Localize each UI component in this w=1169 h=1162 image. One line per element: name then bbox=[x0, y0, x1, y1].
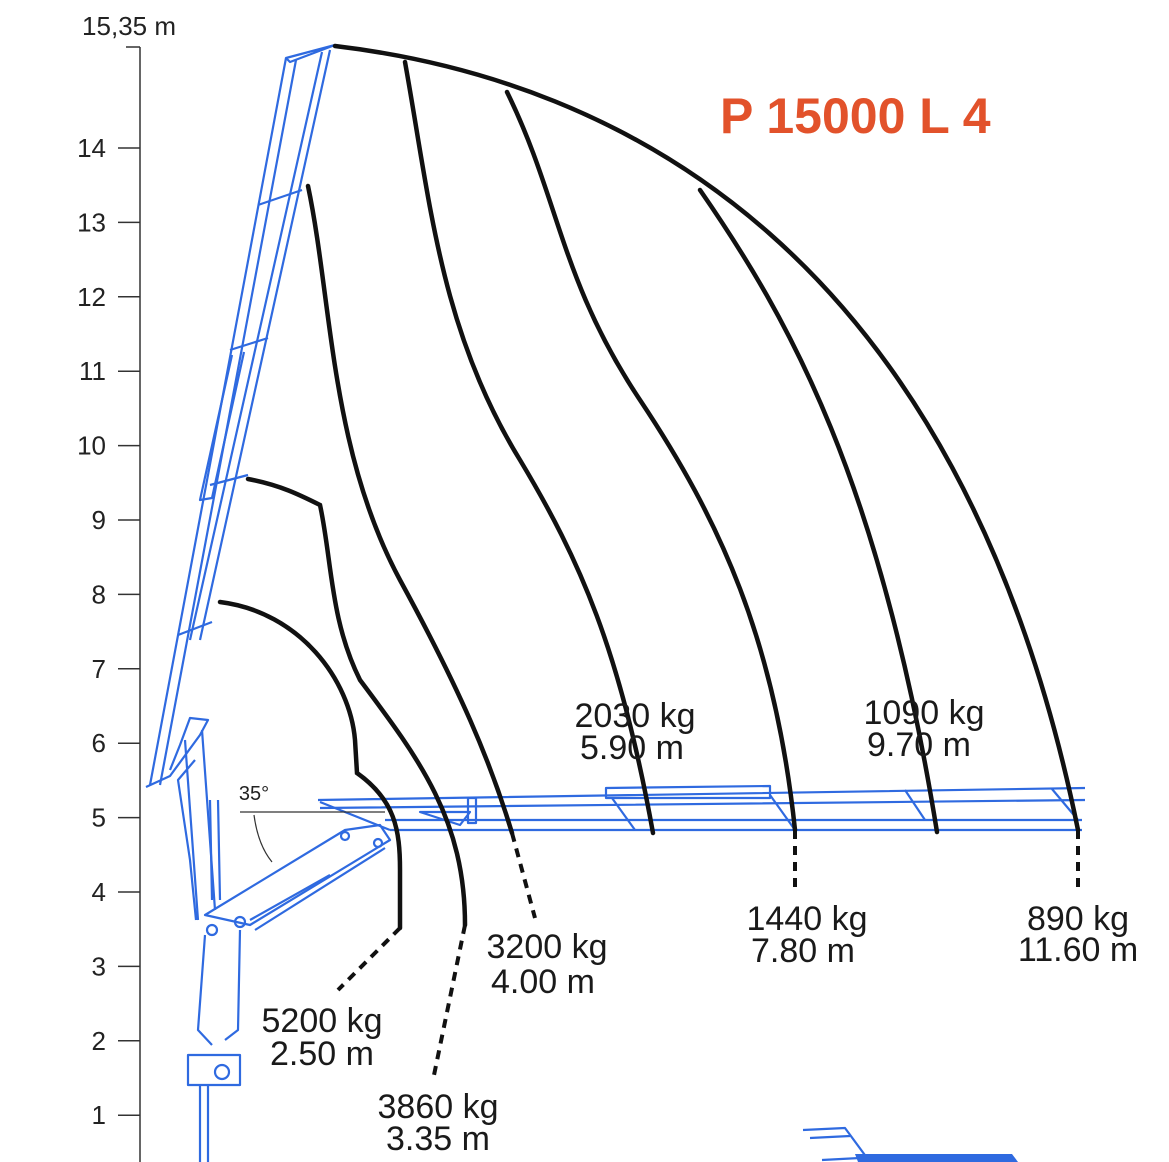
curve-5200kg-dash bbox=[336, 926, 402, 992]
curve-5200kg bbox=[217, 599, 403, 931]
height-axis: 15,35 m 14 13 12 11 10 9 8 7 6 5 4 3 2 1 bbox=[77, 11, 176, 1162]
axis-tick-label: 9 bbox=[92, 505, 106, 535]
load-reach: 11.60 m bbox=[1018, 931, 1138, 969]
load-reach: 3.35 m bbox=[386, 1120, 490, 1158]
axis-tick-label: 2 bbox=[92, 1026, 106, 1056]
curve-1440kg bbox=[504, 89, 798, 833]
load-weight: 1090 kg bbox=[864, 694, 985, 732]
axis-tick-label: 6 bbox=[92, 728, 106, 758]
curve-2030kg bbox=[402, 59, 656, 836]
curve-3200kg-dash bbox=[510, 832, 537, 919]
load-reach: 2.50 m bbox=[270, 1035, 374, 1073]
load-reach: 4.00 m bbox=[491, 963, 595, 1001]
axis-tick-label: 4 bbox=[92, 877, 106, 907]
axis-tick-label: 14 bbox=[77, 133, 106, 163]
axis-tick-label: 11 bbox=[79, 356, 106, 386]
model-title: P 15000 L 4 bbox=[720, 88, 991, 144]
load-weight: 3860 kg bbox=[378, 1088, 499, 1126]
axis-tick-label: 13 bbox=[77, 207, 106, 237]
envelope-curve bbox=[332, 43, 1081, 833]
load-labels: 5200 kg 2.50 m 3860 kg 3.35 m 3200 kg 4.… bbox=[262, 694, 1139, 1158]
curve-3200kg bbox=[305, 183, 515, 836]
axis-tick-label: 10 bbox=[77, 431, 106, 461]
load-reach: 5.90 m bbox=[580, 729, 684, 767]
load-weight: 890 kg bbox=[1027, 900, 1129, 938]
load-reach: 7.80 m bbox=[751, 932, 855, 970]
load-reach: 9.70 m bbox=[867, 726, 971, 764]
axis-tick-label: 8 bbox=[92, 579, 106, 609]
axis-tick-label: 3 bbox=[92, 951, 106, 981]
axis-tick-label: 1 bbox=[92, 1100, 106, 1130]
axis-tick-label: 12 bbox=[77, 282, 106, 312]
load-weight: 5200 kg bbox=[262, 1002, 383, 1040]
load-weight: 2030 kg bbox=[575, 697, 696, 735]
load-curves bbox=[217, 43, 1081, 1081]
axis-tick-label: 7 bbox=[92, 654, 106, 684]
axis-top-label: 15,35 m bbox=[82, 11, 176, 41]
crane-drawing bbox=[145, 43, 1086, 1162]
angle-label: 35° bbox=[239, 783, 269, 805]
load-weight: 1440 kg bbox=[747, 900, 868, 938]
curve-3860kg-dash bbox=[431, 924, 467, 1081]
truck-body bbox=[855, 1154, 1018, 1162]
axis-tick-label: 5 bbox=[92, 803, 106, 833]
load-weight: 3200 kg bbox=[487, 928, 608, 966]
curve-3860kg bbox=[245, 476, 468, 928]
curve-1090kg bbox=[697, 187, 940, 835]
